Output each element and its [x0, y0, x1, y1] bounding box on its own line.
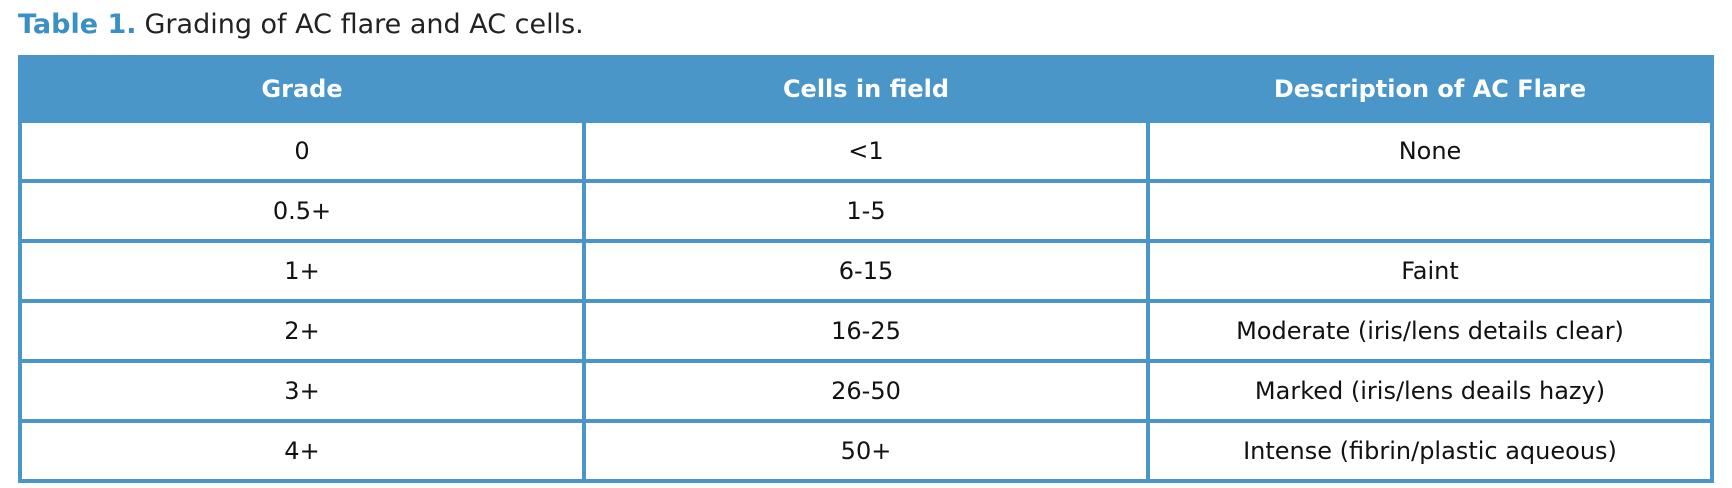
table-row: 0 <1 None	[18, 119, 1714, 183]
table-cell: 3+	[18, 359, 586, 423]
caption-text: Grading of AC flare and AC cells.	[144, 9, 584, 40]
table-cell	[1146, 179, 1714, 243]
header-cell: Grade	[18, 55, 586, 123]
table-cell: 6-15	[582, 239, 1150, 303]
table-cell: Intense (fibrin/plastic aqueous)	[1146, 419, 1714, 483]
table-row: 0.5+ 1-5	[18, 179, 1714, 243]
table-cell: <1	[582, 119, 1150, 183]
table-cell: 0.5+	[18, 179, 586, 243]
table-row: 4+ 50+ Intense (fibrin/plastic aqueous)	[18, 419, 1714, 483]
table-cell: Faint	[1146, 239, 1714, 303]
table-row: 3+ 26-50 Marked (iris/lens deails hazy)	[18, 359, 1714, 423]
table-cell: 26-50	[582, 359, 1150, 423]
table-cell: 16-25	[582, 299, 1150, 363]
table-cell: None	[1146, 119, 1714, 183]
table-row: 2+ 16-25 Moderate (iris/lens details clear…	[18, 299, 1714, 363]
header-cell: Cells in field	[582, 55, 1150, 123]
table-body: 0 <1 None 0.5+ 1-5 1+ 6-15 Faint 2+ 16-25 Moderate…	[18, 119, 1714, 483]
header-row: Grade Cells in field Description of AC Fla…	[18, 55, 1714, 123]
table-cell: Moderate (iris/lens details clear)	[1146, 299, 1714, 363]
table-cell: Marked (iris/lens deails hazy)	[1146, 359, 1714, 423]
table-cell: 1+	[18, 239, 586, 303]
table-cell: 4+	[18, 419, 586, 483]
grading-table: Grade Cells in field Description of AC Fla…	[18, 55, 1714, 483]
table-cell: 0	[18, 119, 586, 183]
table-header: Grade Cells in field Description of AC Fla…	[18, 55, 1714, 123]
table-cell: 1-5	[582, 179, 1150, 243]
table-cell: 2+	[18, 299, 586, 363]
header-cell: Description of AC Flare	[1146, 55, 1714, 123]
table-cell: 50+	[582, 419, 1150, 483]
table-row: 1+ 6-15 Faint	[18, 239, 1714, 303]
caption: Table 1. Grading of AC flare and AC cells…	[18, 8, 584, 42]
caption-label: Table 1.	[18, 9, 137, 40]
